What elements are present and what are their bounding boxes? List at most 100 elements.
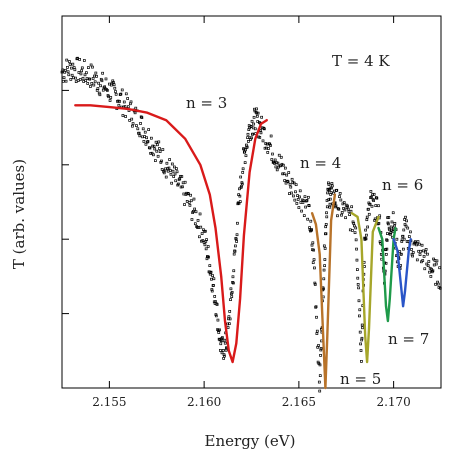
- data-point: [246, 136, 249, 140]
- data-point: [273, 158, 277, 162]
- data-point: [260, 115, 264, 119]
- data-point: [373, 219, 377, 222]
- data-point: [385, 247, 389, 251]
- data-point: [377, 204, 380, 208]
- data-point: [121, 114, 125, 117]
- data-point: [245, 146, 249, 149]
- data-point: [87, 66, 90, 69]
- data-point: [279, 164, 282, 168]
- data-point: [229, 287, 233, 291]
- data-point: [201, 239, 205, 242]
- data-point: [346, 207, 350, 211]
- data-point: [292, 194, 295, 198]
- data-point: [252, 122, 256, 126]
- data-point: [359, 342, 362, 346]
- data-point: [353, 224, 356, 228]
- data-point: [270, 158, 274, 161]
- data-point: [82, 59, 86, 62]
- data-point: [65, 58, 69, 62]
- data-point: [323, 247, 327, 250]
- data-point: [289, 185, 293, 189]
- data-point: [135, 124, 138, 127]
- data-point: [139, 122, 142, 125]
- data-point: [356, 283, 360, 286]
- data-point: [411, 251, 415, 254]
- data-point: [309, 219, 313, 223]
- data-point: [359, 349, 363, 352]
- data-point: [384, 261, 388, 265]
- data-point: [364, 228, 367, 232]
- data-point: [243, 161, 247, 164]
- data-point: [432, 257, 435, 261]
- data-point: [415, 243, 418, 247]
- data-point: [367, 207, 370, 211]
- data-point: [357, 286, 360, 290]
- fit-curve: [310, 193, 337, 390]
- data-point: [228, 317, 232, 321]
- data-point: [344, 216, 347, 220]
- data-point: [230, 291, 234, 294]
- data-point: [105, 89, 109, 92]
- data-point: [285, 173, 289, 177]
- plot-area: [61, 15, 442, 389]
- data-point: [340, 211, 344, 214]
- data-point: [283, 166, 287, 170]
- data-point: [222, 357, 225, 360]
- data-point: [223, 338, 227, 342]
- data-point: [354, 226, 358, 230]
- data-point: [295, 202, 299, 205]
- data-point: [322, 244, 326, 248]
- data-point: [234, 244, 237, 248]
- data-point: [328, 202, 332, 206]
- data-point: [172, 175, 176, 178]
- data-point: [318, 363, 322, 367]
- data-point: [410, 248, 413, 251]
- data-point: [390, 220, 394, 224]
- data-point: [330, 182, 334, 185]
- data-point: [134, 106, 138, 110]
- data-point: [338, 195, 341, 198]
- data-point: [428, 270, 431, 274]
- data-point: [153, 147, 157, 151]
- data-point: [386, 232, 389, 235]
- data-point: [250, 119, 254, 123]
- data-point: [157, 140, 161, 144]
- data-point: [70, 73, 74, 77]
- data-point: [385, 238, 388, 242]
- data-point: [196, 219, 200, 222]
- data-point: [358, 314, 361, 318]
- data-point: [315, 329, 319, 333]
- data-point: [384, 253, 388, 256]
- data-point: [282, 172, 286, 176]
- data-point: [307, 204, 311, 208]
- data-point: [122, 100, 126, 104]
- data-point: [91, 65, 94, 69]
- data-point: [369, 190, 373, 193]
- data-point: [62, 76, 66, 80]
- data-point: [232, 252, 236, 256]
- data-point: [322, 268, 326, 272]
- data-point: [72, 66, 76, 69]
- data-point: [187, 201, 191, 204]
- data-point: [276, 161, 280, 165]
- data-point: [253, 127, 257, 131]
- data-point: [180, 175, 184, 178]
- data-point: [215, 303, 219, 306]
- data-point: [366, 225, 369, 229]
- data-point: [101, 71, 104, 75]
- data-point: [152, 144, 156, 148]
- data-point: [98, 93, 102, 97]
- data-point: [126, 97, 129, 100]
- data-point: [179, 174, 182, 178]
- data-point: [204, 247, 208, 251]
- data-point: [402, 228, 406, 232]
- data-point: [96, 87, 100, 90]
- data-point: [250, 136, 253, 140]
- data-point: [395, 237, 399, 241]
- data-point: [174, 179, 178, 183]
- data-point: [171, 169, 175, 173]
- data-point: [401, 234, 405, 238]
- data-point: [198, 212, 202, 216]
- data-point: [312, 258, 316, 261]
- data-point: [328, 205, 332, 209]
